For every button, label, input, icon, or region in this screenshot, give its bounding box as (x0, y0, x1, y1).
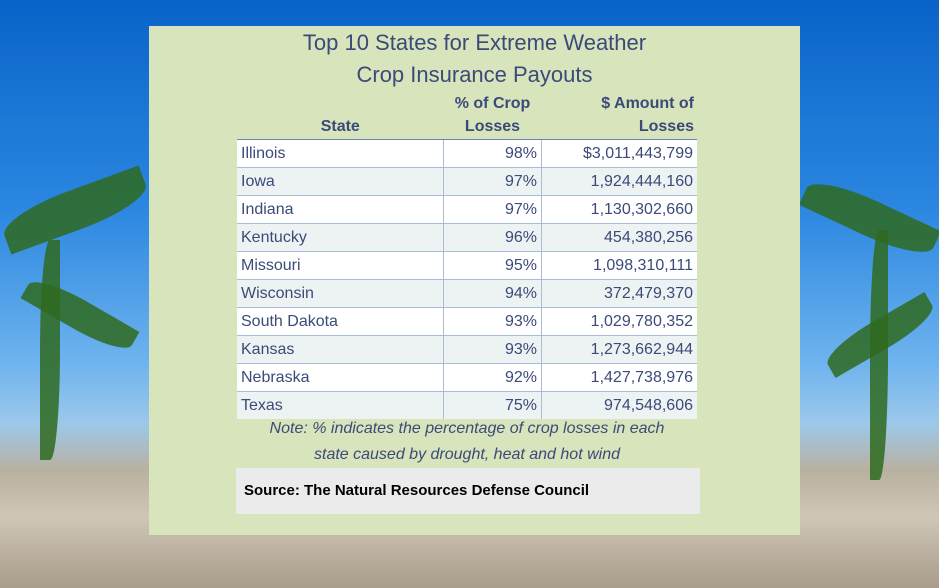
title-line-1: Top 10 States for Extreme Weather (302, 30, 647, 55)
table-row: Texas 75% 974,548,606 (237, 391, 697, 419)
cell-amount: 1,427,738,976 (541, 363, 697, 392)
cell-amount: 1,130,302,660 (541, 195, 697, 224)
corn-leaf (0, 165, 153, 255)
cell-amount: 974,548,606 (541, 391, 697, 419)
header-row: State % of Crop Losses $ Amount of Losses (237, 92, 697, 140)
title-line-2: Crop Insurance Payouts (356, 62, 593, 87)
corn-leaf (20, 272, 140, 358)
cell-state: Indiana (237, 195, 444, 224)
cell-state: Kentucky (237, 223, 444, 252)
table-row: Kentucky 96% 454,380,256 (237, 223, 697, 252)
cell-pct: 95% (443, 251, 542, 280)
cell-amount: 454,380,256 (541, 223, 697, 252)
cell-amount: 1,273,662,944 (541, 335, 697, 364)
cell-amount: 1,098,310,111 (541, 251, 697, 280)
cell-state: Nebraska (237, 363, 444, 392)
cell-amount: 1,924,444,160 (541, 167, 697, 196)
cell-pct: 97% (443, 195, 542, 224)
cell-amount: 1,029,780,352 (541, 307, 697, 336)
corn-leaf (40, 240, 60, 460)
corn-leaf (870, 230, 888, 480)
cell-pct: 92% (443, 363, 542, 392)
cell-state: Missouri (237, 251, 444, 280)
table-row: Nebraska 92% 1,427,738,976 (237, 363, 697, 392)
cell-pct: 93% (443, 307, 542, 336)
infographic-panel: Top 10 States for Extreme Weather Crop I… (149, 26, 800, 535)
cell-amount: $3,011,443,799 (541, 139, 697, 168)
cell-pct: 98% (443, 139, 542, 168)
cell-pct: 94% (443, 279, 542, 308)
table-row: Missouri 95% 1,098,310,111 (237, 251, 697, 280)
table-row: Illinois 98% $3,011,443,799 (237, 139, 697, 168)
corn-leaf (798, 172, 939, 264)
cell-pct: 97% (443, 167, 542, 196)
cell-pct: 93% (443, 335, 542, 364)
header-amount: $ Amount of Losses (541, 92, 697, 140)
table-row: Iowa 97% 1,924,444,160 (237, 167, 697, 196)
header-pct: % of Crop Losses (443, 92, 542, 140)
cell-pct: 96% (443, 223, 542, 252)
cell-state: Iowa (237, 167, 444, 196)
cell-state: Wisconsin (237, 279, 444, 308)
table-row: Kansas 93% 1,273,662,944 (237, 335, 697, 364)
payouts-table: State % of Crop Losses $ Amount of Losses … (237, 92, 697, 419)
cell-amount: 372,479,370 (541, 279, 697, 308)
note: Note: % indicates the percentage of crop… (269, 420, 665, 463)
table-row: Indiana 97% 1,130,302,660 (237, 195, 697, 224)
cell-state: Illinois (237, 139, 444, 168)
cell-state: South Dakota (237, 307, 444, 336)
cell-pct: 75% (443, 391, 542, 419)
cell-state: Kansas (237, 335, 444, 364)
source-box: Source: The Natural Resources Defense Co… (236, 468, 700, 514)
table-row: South Dakota 93% 1,029,780,352 (237, 307, 697, 336)
header-state: State (237, 92, 444, 140)
cell-state: Texas (237, 391, 444, 419)
table-row: Wisconsin 94% 372,479,370 (237, 279, 697, 308)
